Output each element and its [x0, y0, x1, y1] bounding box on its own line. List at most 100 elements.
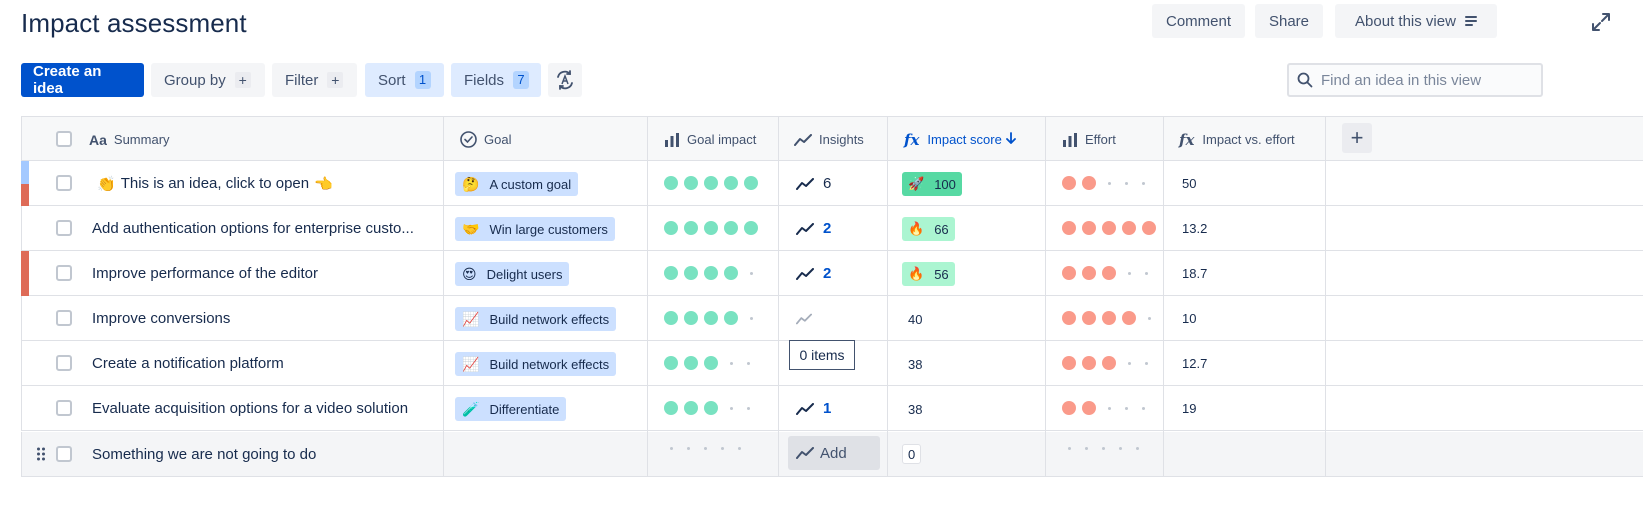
effort-rating[interactable] — [1062, 401, 1153, 415]
rating-dot-empty — [1067, 447, 1071, 450]
effort-rating[interactable] — [1062, 176, 1153, 190]
column-goal-impact[interactable]: Goal impact — [664, 117, 756, 162]
insights-count[interactable]: 2 — [823, 265, 832, 282]
row-checkbox[interactable] — [56, 446, 72, 462]
search-input[interactable] — [1321, 71, 1531, 89]
rating-dot-empty — [669, 447, 673, 450]
goal-impact-rating[interactable] — [664, 311, 761, 325]
effort-rating[interactable] — [1062, 311, 1159, 325]
goal-emoji: 🤝 — [462, 220, 480, 237]
goal-pill[interactable]: 🤝 Win large customers — [455, 217, 615, 241]
add-column-button[interactable]: + — [1342, 123, 1372, 153]
goal-pill[interactable]: 🧪 Differentiate — [455, 397, 567, 421]
create-idea-button[interactable]: Create an idea — [21, 63, 144, 97]
insights-cell[interactable]: 6 — [796, 161, 831, 206]
rating-dot-empty — [749, 271, 753, 275]
goal-impact-rating[interactable] — [664, 356, 758, 370]
rating-dot-empty — [1144, 361, 1148, 365]
table-row[interactable]: Improve performance of the editor 😍 Deligh… — [21, 251, 1643, 296]
goal-impact-rating[interactable] — [664, 401, 758, 415]
rating-dot-filled — [664, 311, 678, 325]
effort-rating[interactable] — [1062, 356, 1156, 370]
column-insights[interactable]: Insights — [794, 117, 864, 162]
goal-pill[interactable]: 📈 Build network effects — [455, 352, 617, 376]
impact-score: 38 — [902, 397, 928, 421]
impact-score-value: 38 — [908, 356, 923, 372]
insights-cell[interactable]: 2 — [796, 251, 831, 296]
row-checkbox[interactable] — [56, 220, 72, 236]
group-by-button[interactable]: Group by + — [151, 63, 265, 97]
impact-vs-effort-value: 50 — [1182, 176, 1197, 191]
table-row[interactable]: Evaluate acquisition options for a video… — [21, 386, 1643, 431]
auto-sort-button[interactable] — [548, 63, 582, 97]
fields-button[interactable]: Fields 7 — [451, 63, 541, 97]
filter-button[interactable]: Filter + — [272, 63, 357, 97]
column-goal-label: Goal — [484, 132, 512, 147]
insights-cell[interactable]: 1 — [796, 386, 831, 431]
rating-dot-filled — [1122, 221, 1136, 235]
effort-rating[interactable] — [1062, 266, 1156, 280]
goal-impact-rating[interactable] — [664, 447, 749, 450]
insights-cell[interactable]: 2 — [796, 206, 831, 251]
summary-text: Improve performance of the editor — [92, 265, 318, 282]
expand-icon[interactable] — [1589, 10, 1613, 34]
row-summary[interactable]: Create a notification platform — [92, 341, 284, 386]
column-impact-vs-effort[interactable]: fx Impact vs. effort — [1179, 117, 1295, 162]
row-checkbox[interactable] — [56, 400, 72, 416]
goal-impact-rating[interactable] — [664, 266, 761, 280]
table-row[interactable]: Improve conversions 📈 Build network effect… — [21, 296, 1643, 341]
rating-dot-filled — [1062, 221, 1076, 235]
column-divider — [887, 116, 888, 477]
table-row[interactable]: Add authentication options for enterpris… — [21, 206, 1643, 251]
goal-pill[interactable]: 😍 Delight users — [455, 262, 570, 286]
comment-button[interactable]: Comment — [1152, 4, 1245, 38]
rating-dot-filled — [704, 356, 718, 370]
insights-icon — [796, 402, 814, 415]
rating-dot-filled — [664, 221, 678, 235]
impact-score: 38 — [902, 352, 928, 376]
row-checkbox[interactable] — [56, 355, 72, 371]
impact-vs-effort-value: 10 — [1182, 311, 1197, 326]
table-row-archived[interactable]: Something we are not going to do Add 0 — [21, 432, 1643, 477]
column-summary-label: Summary — [113, 132, 170, 147]
formula-icon: fx — [1179, 130, 1195, 149]
row-checkbox[interactable] — [56, 310, 72, 326]
insights-cell[interactable] — [796, 296, 812, 341]
row-checkbox[interactable] — [56, 265, 72, 281]
insights-count[interactable]: 2 — [823, 220, 832, 237]
column-effort[interactable]: Effort — [1062, 117, 1116, 162]
table-row[interactable]: Create a notification platform 📈 Build net… — [21, 341, 1643, 386]
about-view-button[interactable]: About this view — [1335, 4, 1497, 38]
formula-icon: fx — [904, 130, 920, 149]
add-insight-button[interactable]: Add — [788, 436, 880, 470]
sort-button[interactable]: Sort 1 — [365, 63, 444, 97]
column-summary[interactable]: Aa Summary — [89, 117, 170, 162]
goal-emoji: 🤔 — [462, 175, 480, 192]
column-goal[interactable]: Goal — [460, 117, 511, 162]
table-row[interactable]: 👏 This is an idea, click to open 👈 🤔 A custo… — [21, 161, 1643, 206]
select-all-checkbox[interactable] — [56, 131, 72, 147]
share-button[interactable]: Share — [1255, 4, 1323, 38]
row-summary[interactable]: Something we are not going to do — [92, 446, 317, 463]
row-summary[interactable]: Improve performance of the editor — [92, 251, 318, 296]
rating-dot-filled — [1062, 176, 1076, 190]
comment-button-label: Comment — [1165, 12, 1232, 30]
row-summary[interactable]: Improve conversions — [92, 296, 230, 341]
goal-icon — [460, 131, 477, 148]
insights-count[interactable]: 1 — [823, 400, 832, 417]
fields-label: Fields — [464, 71, 505, 89]
row-checkbox[interactable] — [56, 175, 72, 191]
goal-pill[interactable]: 🤔 A custom goal — [455, 172, 579, 196]
effort-rating[interactable] — [1062, 221, 1162, 235]
row-summary[interactable]: Add authentication options for enterpris… — [92, 206, 414, 251]
column-impact-score[interactable]: fx Impact score — [904, 117, 1016, 162]
goal-impact-rating[interactable] — [664, 221, 764, 235]
rating-dot-empty — [1107, 406, 1111, 410]
drag-handle-icon[interactable] — [36, 447, 46, 461]
row-summary[interactable]: 👏 This is an idea, click to open 👈 — [92, 161, 338, 206]
effort-rating[interactable] — [1062, 447, 1147, 450]
search-box[interactable] — [1287, 63, 1543, 97]
row-summary[interactable]: Evaluate acquisition options for a video… — [92, 386, 408, 431]
goal-pill[interactable]: 📈 Build network effects — [455, 307, 617, 331]
goal-impact-rating[interactable] — [664, 176, 764, 190]
